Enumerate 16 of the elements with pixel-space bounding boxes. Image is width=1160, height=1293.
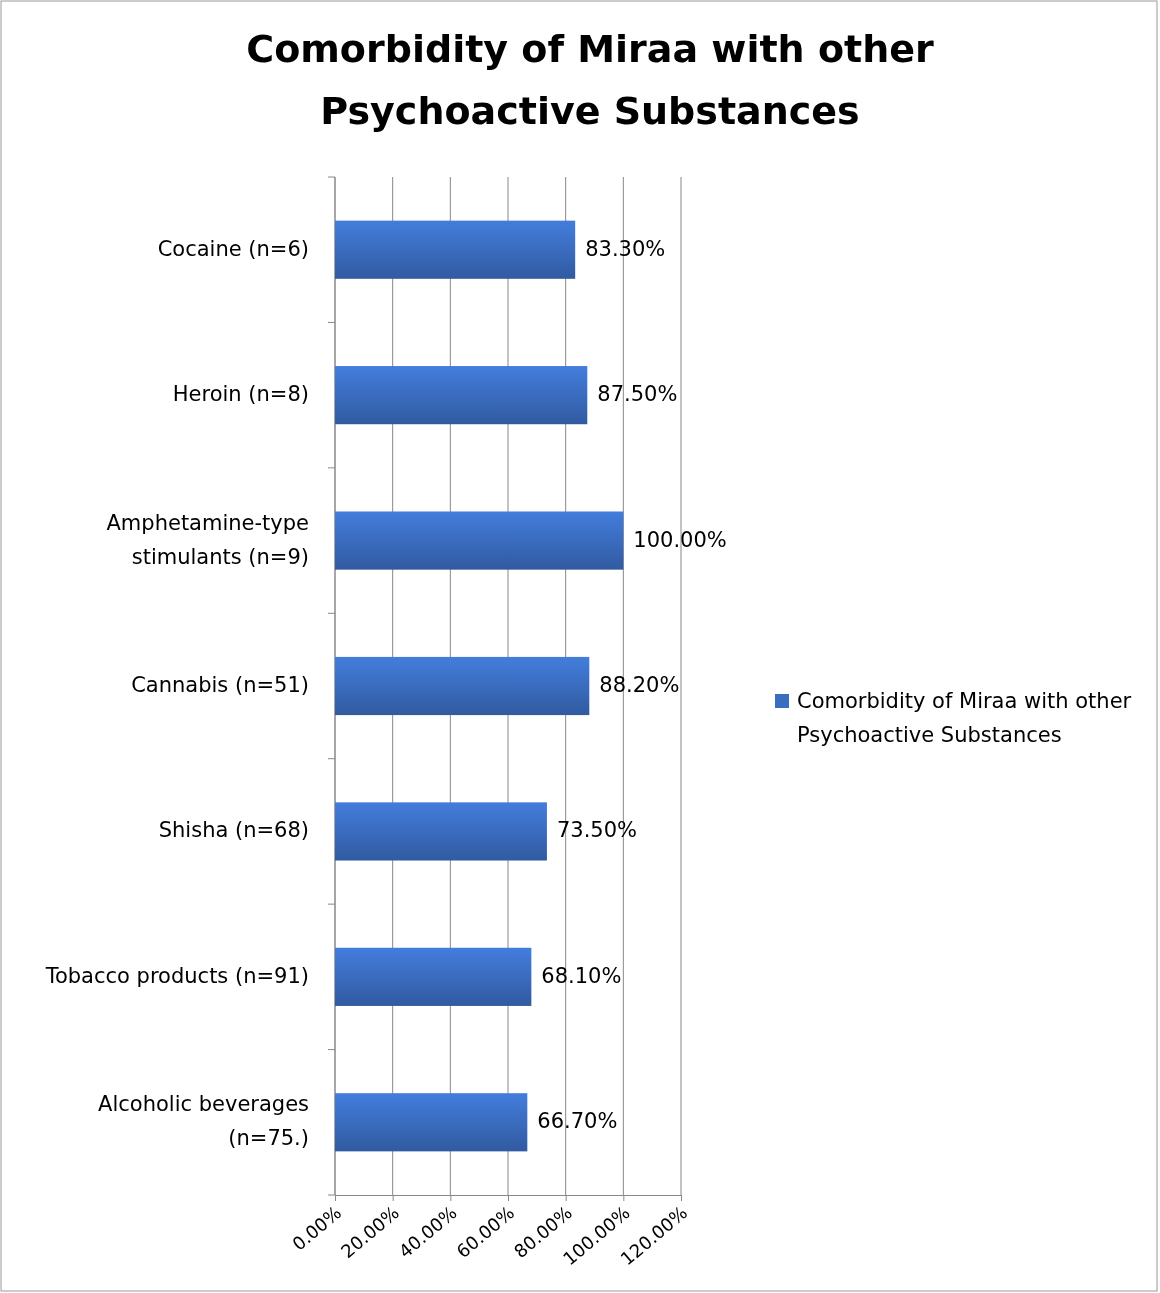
data-label: 66.70% [537, 1109, 618, 1134]
data-label: 87.50% [597, 382, 678, 407]
data-label: 83.30% [585, 236, 666, 261]
data-label: 73.50% [556, 818, 637, 843]
y-tick-label: Cannabis (n=51) [131, 673, 309, 697]
data-label: 100.00% [633, 527, 727, 552]
data-label: 88.20% [599, 673, 680, 697]
y-tick-label: Alcoholic beverages (n=75.) [98, 1092, 309, 1151]
chart-title: Comorbidity of Miraa with other Psychoactive Substances [246, 26, 934, 133]
legend-label: Comorbidity of Miraa with other Psychoactive Substances [797, 689, 1132, 747]
y-tick-label: Cocaine (n=6) [157, 236, 309, 261]
y-tick-label: Tobacco products (n=91) [44, 963, 309, 988]
y-tick-label: Heroin (n=8) [172, 382, 309, 407]
y-tick-label: Shisha (n=68) [158, 818, 309, 843]
data-label: 68.10% [541, 963, 622, 988]
y-tick-label: Amphetamine-type stimulants (n=9) [106, 510, 309, 569]
